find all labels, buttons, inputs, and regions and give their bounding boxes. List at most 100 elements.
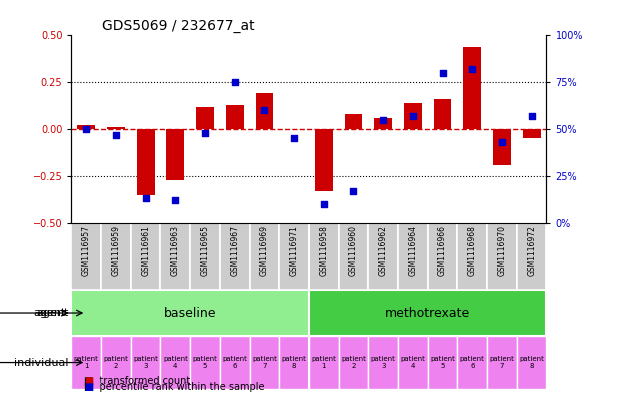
Bar — [71, 290, 309, 336]
Text: GSM1116964: GSM1116964 — [409, 225, 417, 276]
Point — [111, 132, 121, 138]
Point — [141, 195, 151, 202]
Bar — [220, 223, 250, 290]
Bar — [517, 336, 546, 389]
Text: GSM1116960: GSM1116960 — [349, 225, 358, 276]
Text: patient
4: patient 4 — [401, 356, 425, 369]
Text: GSM1116959: GSM1116959 — [111, 225, 120, 276]
Bar — [190, 223, 220, 290]
Text: agent: agent — [36, 308, 68, 318]
Text: ■  transformed count: ■ transformed count — [84, 376, 190, 386]
Text: GSM1116971: GSM1116971 — [289, 225, 299, 276]
Point — [527, 113, 537, 119]
Bar — [309, 290, 546, 336]
Bar — [487, 336, 517, 389]
Text: GSM1116968: GSM1116968 — [468, 225, 477, 276]
Text: patient
7: patient 7 — [489, 356, 514, 369]
Bar — [433, 99, 451, 129]
Text: baseline: baseline — [164, 307, 217, 320]
Bar — [226, 105, 243, 129]
Point — [230, 79, 240, 85]
Bar — [255, 94, 273, 129]
Bar — [493, 129, 511, 165]
Text: patient
2: patient 2 — [104, 356, 129, 369]
Text: patient
5: patient 5 — [430, 356, 455, 369]
Bar — [338, 336, 368, 389]
Bar — [160, 336, 190, 389]
Text: GSM1116970: GSM1116970 — [497, 225, 507, 276]
Bar — [190, 336, 220, 389]
Point — [319, 201, 329, 207]
Text: patient
4: patient 4 — [163, 356, 188, 369]
Bar — [131, 223, 160, 290]
Bar — [250, 336, 279, 389]
Text: GSM1116967: GSM1116967 — [230, 225, 239, 276]
Bar — [279, 223, 309, 290]
Bar — [101, 336, 131, 389]
Bar — [78, 125, 95, 129]
Bar — [398, 223, 428, 290]
Point — [438, 70, 448, 76]
Bar — [523, 129, 540, 138]
Text: GSM1116957: GSM1116957 — [82, 225, 91, 276]
Bar — [315, 129, 333, 191]
Point — [260, 107, 270, 114]
Bar — [345, 114, 363, 129]
Text: GSM1116961: GSM1116961 — [141, 225, 150, 276]
Text: patient
3: patient 3 — [134, 356, 158, 369]
Bar — [374, 118, 392, 129]
Point — [348, 188, 358, 194]
Bar — [196, 107, 214, 129]
Text: GSM1116965: GSM1116965 — [201, 225, 209, 276]
Text: agent: agent — [33, 308, 65, 318]
Bar — [517, 223, 546, 290]
Bar — [458, 336, 487, 389]
Bar — [71, 223, 101, 290]
Text: ■  percentile rank within the sample: ■ percentile rank within the sample — [84, 382, 265, 392]
Bar — [398, 336, 428, 389]
Point — [81, 126, 91, 132]
Bar — [166, 129, 184, 180]
Point — [467, 66, 477, 72]
Text: patient
6: patient 6 — [460, 356, 484, 369]
Bar — [428, 223, 458, 290]
Bar — [71, 336, 101, 389]
Bar — [309, 223, 338, 290]
Bar — [250, 223, 279, 290]
Point — [378, 117, 388, 123]
Text: patient
6: patient 6 — [222, 356, 247, 369]
Bar — [458, 223, 487, 290]
Bar — [368, 223, 398, 290]
Bar — [404, 103, 422, 129]
Point — [200, 130, 210, 136]
Text: patient
1: patient 1 — [311, 356, 336, 369]
Bar — [428, 336, 458, 389]
Point — [289, 135, 299, 141]
Text: ■: ■ — [84, 376, 93, 386]
Bar — [131, 336, 160, 389]
Bar — [107, 127, 125, 129]
Text: patient
8: patient 8 — [519, 356, 544, 369]
Text: patient
3: patient 3 — [371, 356, 396, 369]
Text: patient
5: patient 5 — [193, 356, 217, 369]
Text: GSM1116958: GSM1116958 — [319, 225, 329, 276]
Bar — [309, 336, 338, 389]
Bar — [368, 336, 398, 389]
Bar — [279, 336, 309, 389]
Bar — [220, 336, 250, 389]
Text: individual: individual — [14, 358, 68, 367]
Text: methotrexate: methotrexate — [385, 307, 470, 320]
Bar — [137, 129, 155, 195]
Text: GDS5069 / 232677_at: GDS5069 / 232677_at — [102, 19, 255, 33]
Text: GSM1116963: GSM1116963 — [171, 225, 180, 276]
Point — [170, 197, 180, 204]
Text: GSM1116969: GSM1116969 — [260, 225, 269, 276]
Point — [408, 113, 418, 119]
Bar — [487, 223, 517, 290]
Bar — [160, 223, 190, 290]
Text: GSM1116962: GSM1116962 — [379, 225, 388, 276]
Text: GSM1116966: GSM1116966 — [438, 225, 447, 276]
Text: ■: ■ — [84, 382, 93, 392]
Bar — [338, 223, 368, 290]
Text: patient
8: patient 8 — [282, 356, 307, 369]
